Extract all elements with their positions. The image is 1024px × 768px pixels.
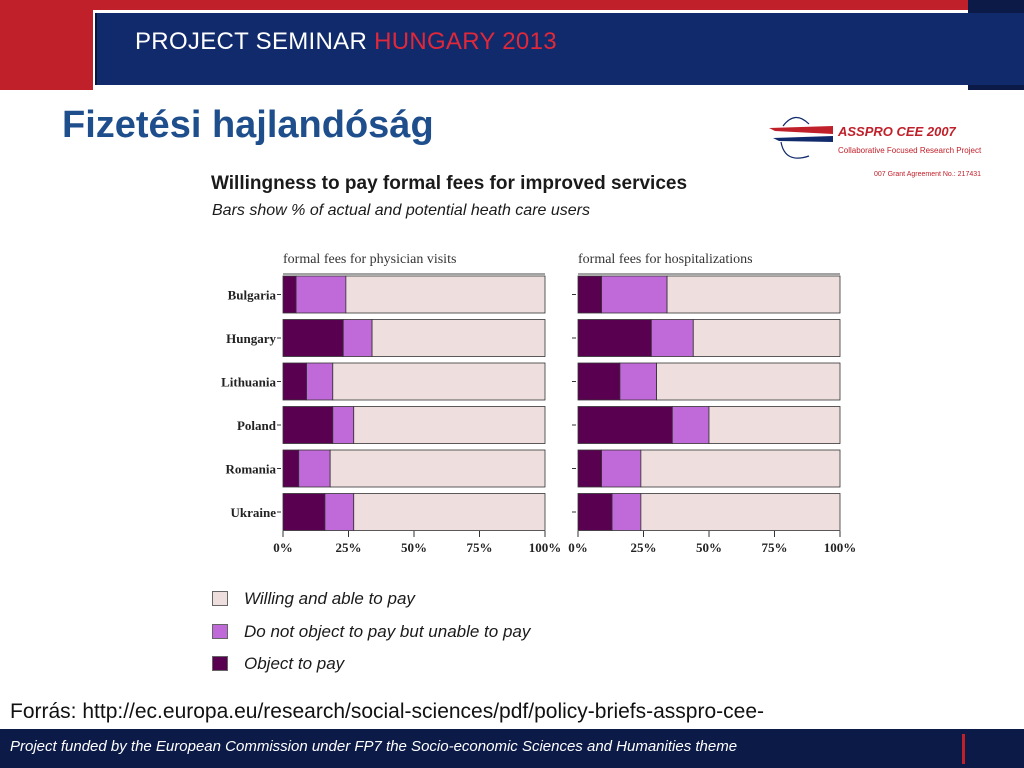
bar-segment-2-poland-0 (577, 406, 673, 444)
bar-segment-1-hungary-1 (342, 319, 373, 357)
bar-segment-1-romania-2 (329, 449, 546, 488)
bar-segment-1-bulgaria-0 (282, 275, 297, 314)
bar-segment-2-hungary-1 (650, 319, 694, 357)
bar-segment-1-ukraine-2 (353, 493, 546, 531)
logo-name: ASSPRO CEE 2007 (838, 124, 956, 139)
category-label-romania: Romania (225, 462, 276, 477)
bar-segment-2-poland-2 (708, 406, 841, 444)
legend-label-unable: Do not object to pay but unable to pay (244, 621, 531, 641)
legend-swatch-object (212, 656, 228, 671)
x-tick-label-2-1: 25% (631, 540, 657, 555)
x-tick-label-2-4: 100% (824, 540, 857, 555)
category-label-lithuania: Lithuania (221, 375, 276, 390)
legend-swatch-willing (212, 591, 228, 606)
bar-segment-1-ukraine-1 (324, 493, 355, 531)
bar-segment-1-bulgaria-2 (345, 275, 546, 314)
bar-segment-2-romania-1 (601, 449, 642, 488)
chart-title: Willingness to pay formal fees for impro… (211, 173, 688, 194)
bar-segment-2-ukraine-1 (611, 493, 642, 531)
bar-segment-2-poland-1 (671, 406, 710, 444)
footer-text: Project funded by the European Commissio… (10, 738, 738, 755)
logo-arc-bottom-icon (780, 141, 810, 159)
bar-segment-1-ukraine-0 (282, 493, 326, 531)
x-tick-label-1-0: 0% (273, 540, 293, 555)
bar-segment-1-romania-1 (298, 449, 331, 488)
bar-segment-2-lithuania-2 (656, 362, 841, 401)
x-tick-label-1-4: 100% (529, 540, 562, 555)
logo-subtitle: Collaborative Focused Research Project (838, 146, 982, 155)
bar-segment-1-lithuania-0 (282, 362, 307, 401)
category-label-bulgaria: Bulgaria (228, 288, 277, 303)
bar-segment-2-romania-2 (640, 449, 841, 488)
logo-grant: 007 Grant Agreement No.: 217431 (874, 171, 982, 178)
logo-swoosh-red-icon (769, 126, 833, 134)
bar-segment-2-bulgaria-1 (601, 275, 668, 314)
x-tick-label-2-3: 75% (762, 540, 788, 555)
chart-subtitle: Bars show % of actual and potential heat… (212, 202, 590, 219)
header-title: PROJECT SEMINAR HUNGARY 2013 (135, 28, 557, 56)
slide-title: Fizetési hajlandóság (62, 104, 434, 146)
asspro-logo (769, 116, 833, 159)
bar-segment-2-hungary-2 (692, 319, 841, 357)
category-label-ukraine: Ukraine (231, 505, 277, 520)
footer-bar (0, 729, 1024, 768)
stacked-bar-chart: Bulgaria Hungary Lithuania Poland Romania Ukr… (221, 252, 857, 555)
bar-segment-2-lithuania-0 (577, 362, 621, 401)
bar-segment-1-hungary-2 (371, 319, 546, 357)
header-bar (95, 13, 1024, 85)
source-citation: Forrás: http://ec.europa.eu/research/soc… (10, 700, 764, 723)
panel-title-1: formal fees for physician visits (283, 252, 456, 267)
x-tick-label-2-2: 50% (696, 540, 722, 555)
header-title-accent: HUNGARY 2013 (374, 28, 557, 55)
x-tick-label-1-2: 50% (401, 540, 427, 555)
footer-red-mark (962, 734, 965, 764)
x-tick-label-1-1: 25% (336, 540, 362, 555)
legend-label-object: Object to pay (244, 654, 345, 673)
x-tick-label-1-3: 75% (467, 540, 493, 555)
bar-segment-1-lithuania-2 (332, 362, 546, 401)
logo-arc-top-icon (782, 116, 810, 127)
bar-segment-1-bulgaria-1 (295, 275, 347, 314)
bar-segment-2-hungary-0 (577, 319, 652, 357)
x-tick-label-2-0: 0% (568, 540, 588, 555)
bar-segment-1-poland-1 (332, 406, 355, 444)
bar-segment-2-bulgaria-0 (577, 275, 602, 314)
bar-segment-1-poland-0 (282, 406, 334, 444)
bar-segment-1-lithuania-1 (306, 362, 334, 401)
bar-segment-1-hungary-0 (282, 319, 344, 357)
bar-segment-2-ukraine-2 (640, 493, 841, 531)
bar-segment-2-lithuania-1 (619, 362, 658, 401)
logo-swoosh-blue-icon (773, 136, 833, 142)
bar-segment-1-romania-0 (282, 449, 300, 488)
header-red-line (93, 0, 968, 10)
bar-segment-2-bulgaria-2 (666, 275, 841, 314)
header-red-block (0, 0, 93, 90)
legend-swatch-unable (212, 623, 228, 639)
category-label-poland: Poland (237, 418, 277, 433)
bar-segment-2-romania-0 (577, 449, 602, 488)
legend-label-willing: Willing and able to pay (244, 589, 415, 608)
category-label-hungary: Hungary (226, 331, 276, 346)
bar-segment-2-ukraine-0 (577, 493, 613, 531)
panel-title-2: formal fees for hospitalizations (578, 252, 753, 267)
header-title-main: PROJECT SEMINAR (135, 28, 375, 55)
bar-segment-1-poland-2 (353, 406, 546, 444)
